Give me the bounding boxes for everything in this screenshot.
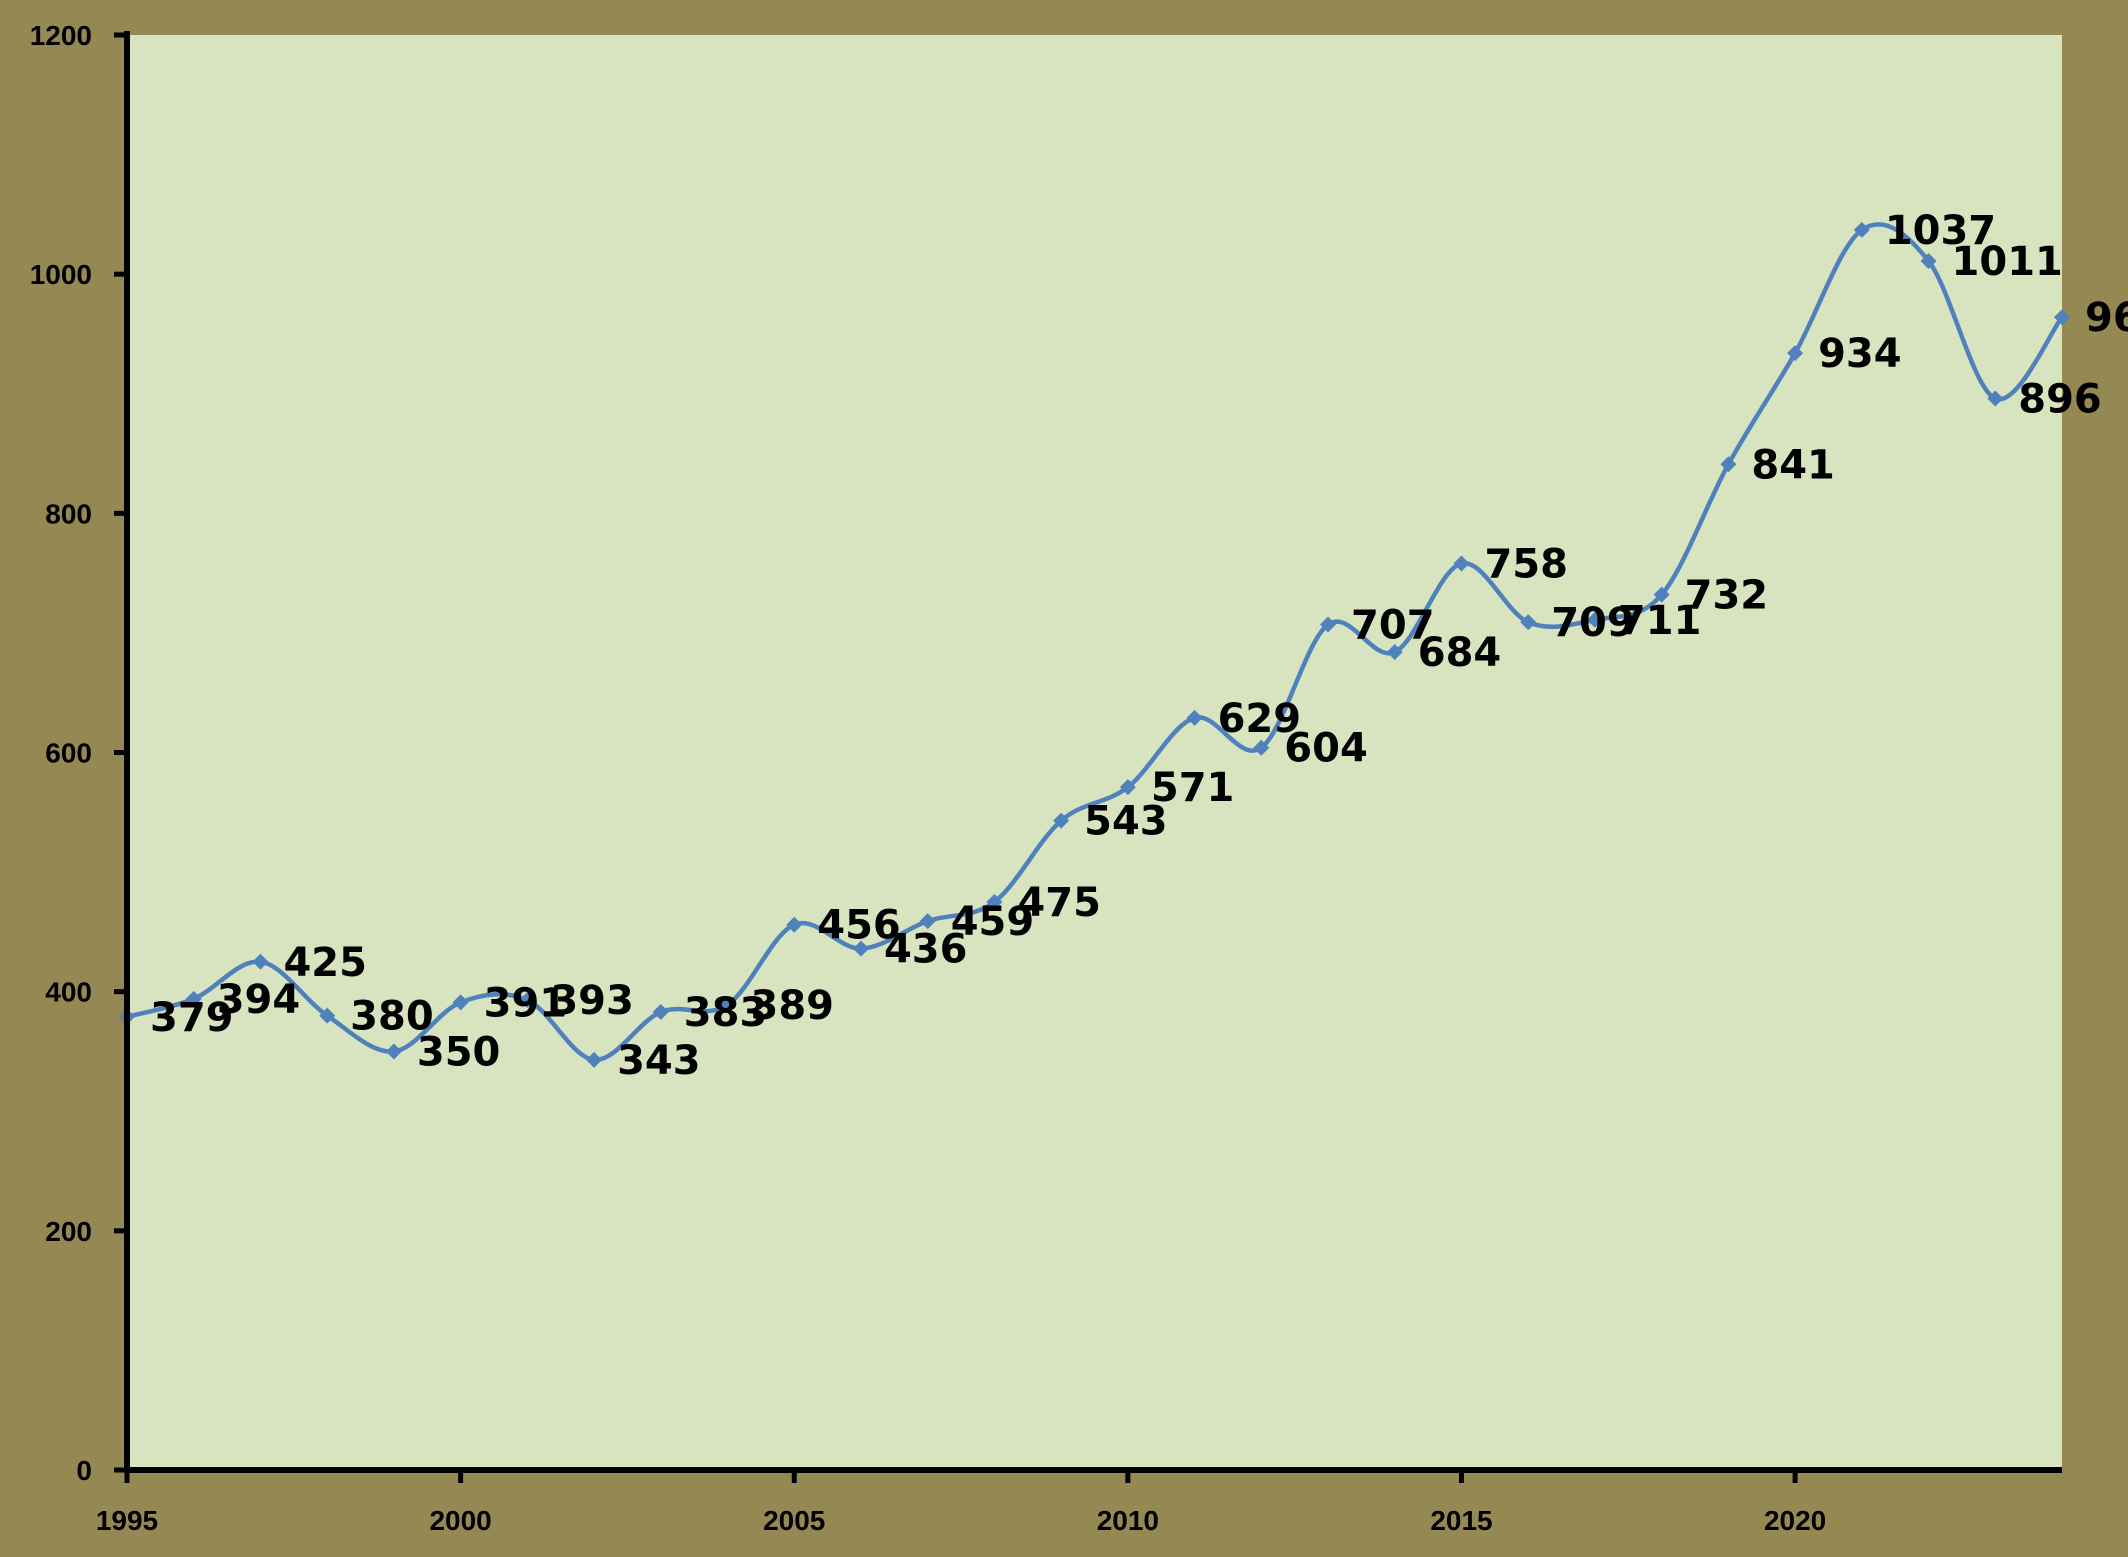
data-point-marker xyxy=(519,992,536,1009)
data-point-marker xyxy=(1920,253,1937,270)
x-tick-label: 1995 xyxy=(96,1505,158,1536)
data-label: 732 xyxy=(1685,573,1769,619)
data-label: 604 xyxy=(1284,726,1368,772)
series-layer xyxy=(119,221,2070,1068)
data-label: 343 xyxy=(617,1038,701,1084)
data-point-marker xyxy=(986,893,1003,910)
data-label: 475 xyxy=(1017,880,1101,926)
data-point-marker xyxy=(185,990,202,1007)
y-tick-label: 800 xyxy=(45,498,92,529)
data-label: 1011 xyxy=(1952,239,2063,285)
data-label: 389 xyxy=(751,983,835,1029)
y-tick-label: 1200 xyxy=(30,20,92,51)
y-tick-label: 400 xyxy=(45,977,92,1008)
data-point-marker xyxy=(2054,309,2070,326)
data-label: 380 xyxy=(350,994,434,1040)
data-label: 896 xyxy=(2018,377,2102,423)
data-label: 393 xyxy=(550,978,634,1024)
data-label: 707 xyxy=(1351,603,1435,649)
data-label: 379 xyxy=(150,995,234,1041)
data-point-marker xyxy=(1253,739,1270,756)
data-point-marker xyxy=(1787,345,1804,362)
data-point-marker xyxy=(1653,586,1670,603)
data-point-marker xyxy=(1186,709,1203,726)
data-label: 394 xyxy=(217,977,300,1023)
data-label: 841 xyxy=(1751,442,1835,488)
data-point-marker xyxy=(1720,456,1737,473)
y-tick-label: 1000 xyxy=(30,259,92,290)
data-label: 964 xyxy=(2085,295,2128,341)
data-label: 383 xyxy=(684,990,768,1036)
data-label: 350 xyxy=(417,1029,501,1075)
data-point-marker xyxy=(319,1007,336,1024)
data-label: 1037 xyxy=(1885,208,1996,254)
x-tick-label: 2020 xyxy=(1764,1505,1826,1536)
data-point-marker xyxy=(1320,616,1337,633)
x-tick-label: 2005 xyxy=(763,1505,825,1536)
data-label: 711 xyxy=(1618,598,1702,644)
data-point-marker xyxy=(1520,614,1537,631)
data-point-marker xyxy=(1453,555,1470,572)
data-label: 571 xyxy=(1151,765,1235,811)
x-tick-label: 2015 xyxy=(1430,1505,1492,1536)
data-label: 758 xyxy=(1484,542,1568,588)
data-label: 934 xyxy=(1818,331,1902,377)
data-point-marker xyxy=(652,1003,669,1020)
y-tick-label: 0 xyxy=(76,1455,92,1486)
data-point-marker xyxy=(252,953,269,970)
data-point-marker xyxy=(452,994,469,1011)
x-tick-label: 2000 xyxy=(429,1505,491,1536)
data-point-marker xyxy=(1386,644,1403,661)
data-point-marker xyxy=(786,916,803,933)
plot-area xyxy=(127,35,2062,1470)
data-point-marker xyxy=(1119,779,1136,796)
data-label: 436 xyxy=(884,927,968,973)
data-label: 391 xyxy=(484,980,568,1026)
data-label: 684 xyxy=(1418,630,1502,676)
data-label: 629 xyxy=(1218,696,1302,742)
data-label: 425 xyxy=(283,940,367,986)
data-point-marker xyxy=(1053,812,1070,829)
data-point-marker xyxy=(719,996,736,1013)
y-tick-label: 600 xyxy=(45,738,92,769)
data-point-marker xyxy=(1987,390,2004,407)
data-point-marker xyxy=(919,913,936,930)
axes-layer xyxy=(114,31,2062,1483)
data-point-marker xyxy=(586,1051,603,1068)
tick-labels-layer: 0 200 400 600 800 1000 1200 1995 2000 2005 2010 201… xyxy=(30,20,1827,1536)
data-label: 709 xyxy=(1551,600,1635,646)
data-label: 543 xyxy=(1084,799,1168,845)
data-label: 456 xyxy=(817,903,901,949)
data-point-marker xyxy=(852,940,869,957)
data-point-marker xyxy=(385,1043,402,1060)
data-point-marker xyxy=(1853,221,1870,238)
x-tick-label: 2010 xyxy=(1097,1505,1159,1536)
data-label: 459 xyxy=(951,899,1035,945)
data-point-marker xyxy=(1586,611,1603,628)
y-tick-label: 200 xyxy=(45,1216,92,1247)
